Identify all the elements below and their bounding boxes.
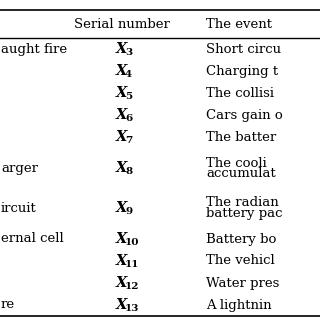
Text: Serial number: Serial number [74, 18, 170, 30]
Text: X: X [116, 42, 127, 56]
Text: X: X [116, 64, 127, 78]
Text: 5: 5 [125, 92, 132, 101]
Text: The batter: The batter [206, 131, 276, 143]
Text: X: X [116, 161, 127, 175]
Text: 7: 7 [125, 136, 132, 145]
Text: X: X [116, 254, 127, 268]
Text: The event: The event [206, 18, 272, 30]
Text: A lightnin: A lightnin [206, 299, 272, 311]
Text: 11: 11 [125, 260, 140, 269]
Text: Water pres: Water pres [206, 276, 279, 290]
Text: battery pac: battery pac [206, 206, 283, 220]
Text: X: X [116, 86, 127, 100]
Text: 6: 6 [125, 114, 132, 123]
Text: arger: arger [1, 162, 38, 174]
Text: X: X [116, 201, 127, 215]
Text: re: re [1, 299, 15, 311]
Text: 10: 10 [125, 238, 140, 247]
Text: The collisi: The collisi [206, 86, 274, 100]
Text: Battery bo: Battery bo [206, 233, 276, 245]
Text: ircuit: ircuit [1, 202, 37, 214]
Text: 12: 12 [125, 282, 140, 291]
Text: accumulat: accumulat [206, 166, 276, 180]
Text: aught fire: aught fire [1, 43, 67, 55]
Text: Charging t: Charging t [206, 65, 278, 77]
Text: The cooli: The cooli [206, 156, 267, 170]
Text: X: X [116, 276, 127, 290]
Text: X: X [116, 232, 127, 246]
Text: 3: 3 [125, 48, 132, 57]
Text: ernal cell: ernal cell [1, 233, 64, 245]
Text: The radian: The radian [206, 196, 279, 210]
Text: 8: 8 [125, 167, 132, 176]
Text: The vehicl: The vehicl [206, 254, 275, 268]
Text: X: X [116, 298, 127, 312]
Text: Short circu: Short circu [206, 43, 281, 55]
Text: Cars gain o: Cars gain o [206, 108, 283, 122]
Text: X: X [116, 108, 127, 122]
Text: 4: 4 [125, 70, 132, 79]
Text: 13: 13 [125, 304, 140, 313]
Text: X: X [116, 130, 127, 144]
Text: 9: 9 [125, 207, 132, 216]
